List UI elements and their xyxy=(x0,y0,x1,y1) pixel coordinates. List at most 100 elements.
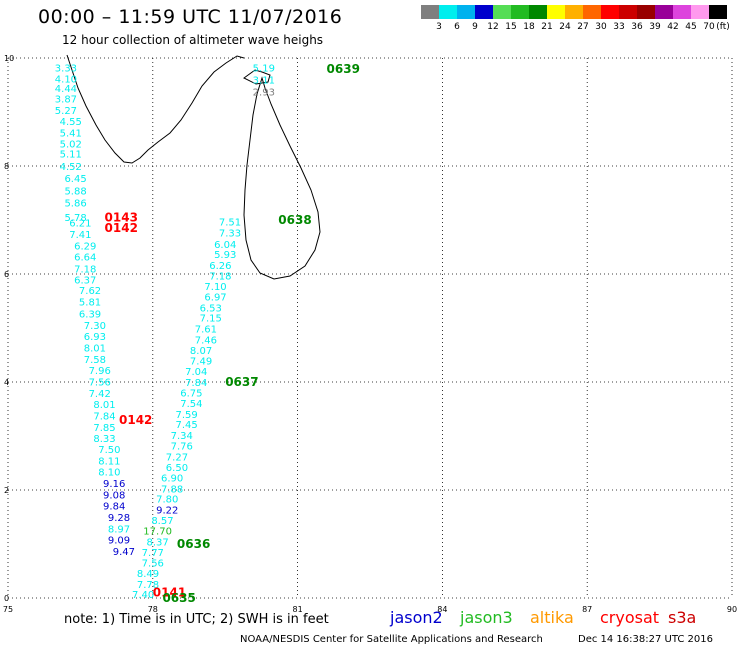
colorbar-swatch xyxy=(709,5,727,19)
colorbar-label: 15 xyxy=(505,22,517,32)
colorbar-label: 33 xyxy=(613,22,625,32)
swh-value: 7.46 xyxy=(195,335,217,346)
swh-value: 7.15 xyxy=(200,314,222,325)
x-tick-labels: 75 78 81 84 87 90 xyxy=(3,605,737,614)
grid-lines xyxy=(7,57,733,599)
swh-value: 7.85 xyxy=(93,423,115,434)
swh-value: 7.77 xyxy=(142,548,164,559)
swh-value: 7.84 xyxy=(93,411,115,422)
coastline xyxy=(66,54,321,280)
swh-value: 8.11 xyxy=(98,456,120,467)
colorbar-label: 21 xyxy=(541,22,553,32)
footer-credit: NOAA/NESDIS Center for Satellite Applica… xyxy=(240,634,543,645)
swh-value: 7.59 xyxy=(175,410,197,421)
swh-value: 6.45 xyxy=(64,174,86,185)
map-title: 00:00 – 11:59 UTC 11/07/2016 xyxy=(38,6,343,28)
swh-value: 7.30 xyxy=(84,321,106,332)
swh-value: 8.57 xyxy=(151,516,173,527)
swh-value: 5.27 xyxy=(55,106,77,117)
swh-value: 8.49 xyxy=(137,569,159,580)
swh-value: 3.87 xyxy=(55,95,77,106)
swh-value: 6.90 xyxy=(161,474,183,485)
swh-value: 7.78 xyxy=(137,580,159,591)
legend-jason2: jason2 xyxy=(390,608,443,627)
swh-value: 6.93 xyxy=(84,332,106,343)
y-tick-label: 8 xyxy=(4,162,9,171)
swh-value: 8.97 xyxy=(108,524,130,535)
colorbar-swatch xyxy=(529,5,547,19)
swh-value: 6.53 xyxy=(200,303,222,314)
pass-id-label: 0636 xyxy=(177,537,210,551)
colorbar-label: 6 xyxy=(454,22,460,32)
y-tick-label: 2 xyxy=(4,486,9,495)
colorbar-label: 24 xyxy=(559,22,571,32)
swh-value: 9.47 xyxy=(113,547,135,558)
y-tick-labels: 10 8 6 4 2 0 xyxy=(4,54,14,603)
colorbar-labels: 3 6 9 12 15 18 21 24 27 30 33 36 39 42 45 70 (ft) xyxy=(421,22,740,34)
swh-value: 7.84 xyxy=(185,378,207,389)
colorbar-swatch xyxy=(439,5,457,19)
jaffna-coast xyxy=(243,69,271,85)
legend-jason3: jason3 xyxy=(460,608,513,627)
swh-value: 6.29 xyxy=(74,241,96,252)
x-tick-label: 84 xyxy=(437,605,447,614)
swh-value: 7.34 xyxy=(171,431,193,442)
swh-value: 6.39 xyxy=(79,309,101,320)
swh-value: 7.10 xyxy=(204,282,226,293)
colorbar-unit: (ft) xyxy=(716,22,730,32)
colorbar-swatch xyxy=(511,5,529,19)
swh-value: 7.41 xyxy=(69,230,91,241)
x-tick-label: 90 xyxy=(727,605,737,614)
colorbar-swatch xyxy=(421,5,439,19)
swh-value: 4.52 xyxy=(60,162,82,173)
swh-values: 3.334.104.443.875.274.555.415.025.114.52… xyxy=(55,64,275,601)
swh-value: 3.11 xyxy=(253,76,275,87)
swh-value: 9.28 xyxy=(108,513,130,524)
swh-value: 8.01 xyxy=(84,343,106,354)
swh-value: 9.84 xyxy=(103,502,125,513)
swh-value: 4.55 xyxy=(60,117,82,128)
swh-value: 7.96 xyxy=(89,366,111,377)
swh-value: 7.62 xyxy=(79,286,101,297)
swh-value: 5.81 xyxy=(79,298,101,309)
swh-value: 7.58 xyxy=(84,355,106,366)
swh-value: 6.97 xyxy=(204,293,226,304)
colorbar-swatch xyxy=(655,5,673,19)
x-tick-label: 78 xyxy=(148,605,158,614)
swh-value: 7.88 xyxy=(161,484,183,495)
swh-value: 9.08 xyxy=(103,490,125,501)
sri-lanka-coastline xyxy=(243,76,321,280)
colorbar-swatch xyxy=(637,5,655,19)
pass-id-label: 0635 xyxy=(162,591,195,605)
swh-value: 6.21 xyxy=(69,219,91,230)
swh-value: 8.10 xyxy=(98,468,120,479)
x-tick-label: 81 xyxy=(293,605,303,614)
swh-value: 7.56 xyxy=(142,558,164,569)
pass-id-label: 0141 xyxy=(153,586,186,600)
colorbar-swatch xyxy=(673,5,691,19)
swh-value: 3.33 xyxy=(55,64,77,75)
swh-value: 4.10 xyxy=(55,75,77,86)
pass-id-label: 0639 xyxy=(327,62,360,76)
swh-value: 7.18 xyxy=(74,265,96,276)
swh-value: 7.18 xyxy=(209,272,231,283)
legend-cryosat: cryosat xyxy=(600,608,660,627)
colorbar-swatch xyxy=(493,5,511,19)
colorbar-swatch xyxy=(601,5,619,19)
y-tick-label: 6 xyxy=(4,270,9,279)
pass-id-label: 0143 xyxy=(105,210,138,224)
swh-value: 7.33 xyxy=(219,228,241,239)
swh-value: 6.26 xyxy=(209,261,231,272)
colorbar-swatch xyxy=(619,5,637,19)
colorbar-swatch xyxy=(565,5,583,19)
swh-value: 6.50 xyxy=(166,463,188,474)
swh-value: 7.61 xyxy=(195,325,217,336)
swh-value: 6.64 xyxy=(74,253,96,264)
swh-value: 7.50 xyxy=(98,445,120,456)
y-tick-label: 4 xyxy=(4,378,9,387)
pass-id-label: 0142 xyxy=(105,221,138,235)
pass-id-label: 0142 xyxy=(119,413,152,427)
map-subtitle: 12 hour collection of altimeter wave hei… xyxy=(62,33,324,47)
legend-altika: altika xyxy=(530,608,574,627)
